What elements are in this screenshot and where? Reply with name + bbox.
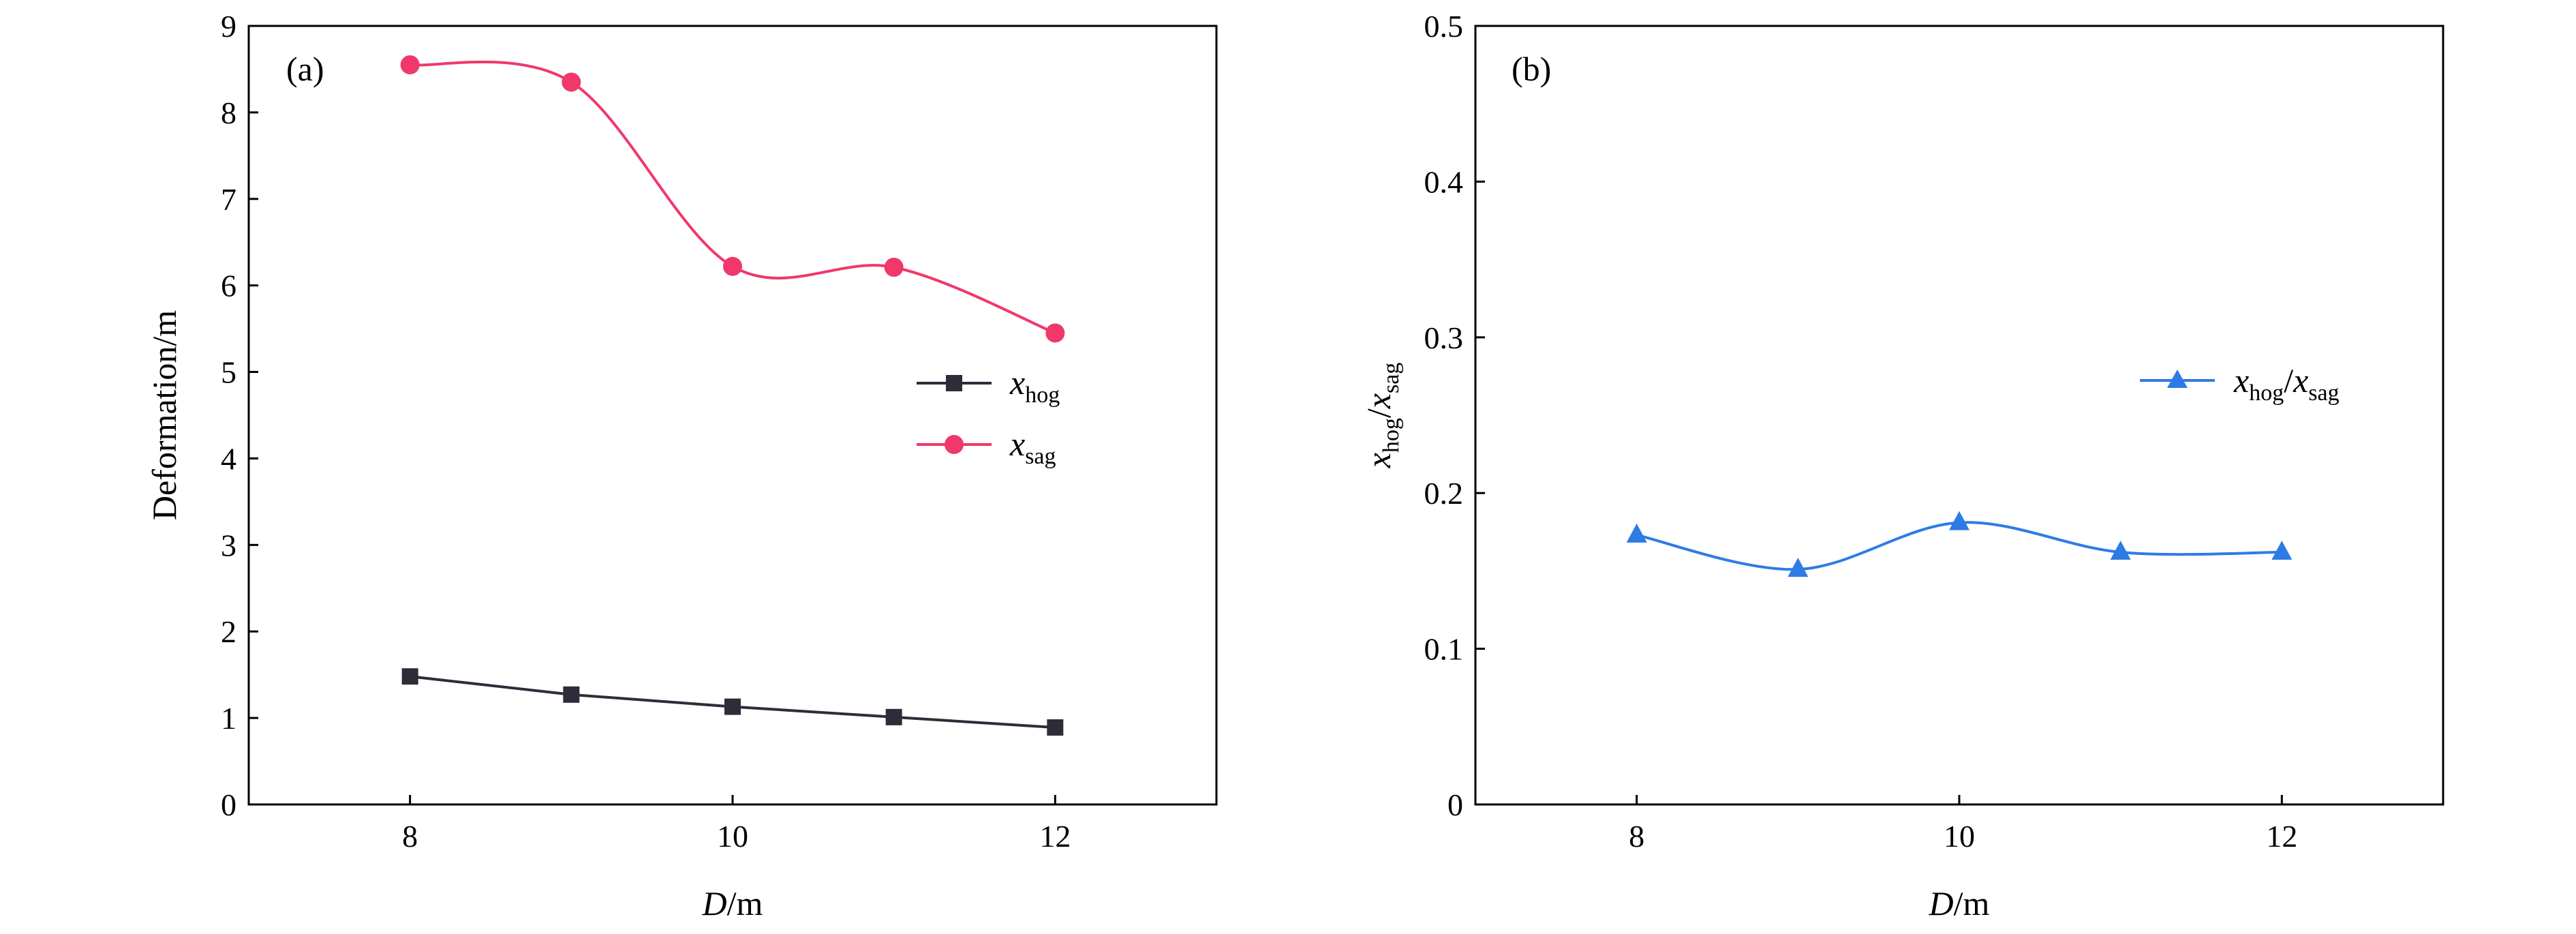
y-tick-label: 8 [221,95,236,130]
panel-b-y-title-den-sub: sag [1379,363,1404,393]
data-point [562,72,581,92]
panel-b: 00.10.20.30.40.5 8 10 12 (b) xhog/xsag D/m… [1360,9,2444,922]
panel-b-plot-frame [1474,25,2444,806]
panel-b-x-axis-title-unit: /m [1954,884,1990,922]
legend-x-hog-sub: hog [1025,382,1060,408]
data-point [724,698,741,715]
legend-ratio-num-sub: hog [2249,380,2284,406]
panel-a-y-axis-title: Deformation/m [145,310,183,520]
data-point [885,708,902,725]
y-tick-label: 0 [221,787,236,822]
y-tick-label: 0.3 [1424,320,1464,355]
y-tick-label: 7 [221,182,236,217]
panel-b-legend: xhog/xsag [2140,361,2340,406]
legend-item-x-sag: xsag [917,425,1056,469]
panel-a-y-ticks: 0 1 2 3 4 5 6 7 8 9 [221,9,258,822]
data-point [1045,323,1065,343]
x-tick-label: 12 [1039,819,1071,854]
y-tick-label: 3 [221,528,236,562]
panel-a-plot-frame [247,25,1218,806]
panel-a-x-axis-title-symbol: D [702,884,727,922]
legend-x-sag-marker [945,435,964,454]
y-tick-label: 2 [221,614,236,649]
panel-b-y-title-den: x [1360,393,1398,409]
y-tick-label: 0 [1447,787,1463,822]
panel-a-x-ticks: 8 10 12 [402,795,1071,854]
panel-b-x-axis-title: D/m [1929,884,1990,922]
data-point [2271,540,2293,560]
legend-ratio-marker [2167,370,2188,388]
y-tick-label: 0.1 [1424,632,1464,667]
legend-ratio-label: xhog/xsag [2233,361,2340,406]
data-point [1047,719,1064,736]
panel-a-legend: xhog xsag [917,363,1060,469]
legend-ratio-den: x [2293,361,2308,400]
y-tick-label: 6 [221,269,236,303]
data-point [401,668,418,685]
panel-b-y-ticks: 0 0.1 0.2 0.3 0.4 0.5 [1424,9,1485,822]
legend-x-sag-sub: sag [1025,444,1056,469]
panel-b-x-ticks: 8 10 12 [1629,795,2297,854]
y-tick-label: 0.5 [1424,9,1464,44]
data-point [563,686,580,703]
y-tick-label: 0.4 [1424,164,1464,199]
legend-ratio-num: x [2233,361,2249,400]
legend-item-x-hog: xhog [917,363,1060,408]
y-tick-label: 9 [221,9,236,44]
data-point [1788,558,1809,577]
x-tick-label: 12 [2266,819,2297,854]
data-point [2110,540,2131,560]
panel-b-label: (b) [1512,50,1551,88]
legend-x-sag-base: x [1009,425,1025,463]
legend-ratio-den-sub: sag [2308,380,2339,406]
panel-a-label: (a) [286,50,324,88]
legend-x-hog-marker [946,375,962,391]
data-point [1626,523,1647,543]
x-tick-label: 8 [1629,819,1644,854]
panel-a-x-axis-title: D/m [702,884,763,922]
y-tick-label: 5 [221,355,236,390]
data-point [884,258,904,277]
panel-b-y-title-num-sub: hog [1379,418,1404,453]
data-point [400,55,420,75]
panel-b-y-title-slash: / [1360,408,1398,418]
panel-b-x-axis-title-symbol: D [1929,884,1954,922]
panel-b-series [1626,511,2293,577]
legend-ratio-slash: / [2284,361,2293,400]
panel-a-x-axis-title-unit: /m [727,884,763,922]
x-tick-label: 10 [717,819,748,854]
panel-b-y-axis-title: xhog/xsag [1360,363,1404,469]
x-tick-label: 10 [1944,819,1975,854]
legend-x-hog-label: xhog [1009,363,1060,408]
series-line [410,60,1056,335]
data-point [1949,511,1969,530]
legend-x-sag-label: xsag [1009,425,1056,469]
y-tick-label: 1 [221,701,236,736]
panel-a-series [400,55,1065,736]
data-point [723,256,742,276]
x-tick-label: 8 [402,819,418,854]
y-tick-label: 4 [221,441,236,476]
legend-x-hog-base: x [1009,363,1025,402]
panel-b-y-title-num: x [1360,453,1398,468]
y-tick-label: 0.2 [1424,476,1464,511]
